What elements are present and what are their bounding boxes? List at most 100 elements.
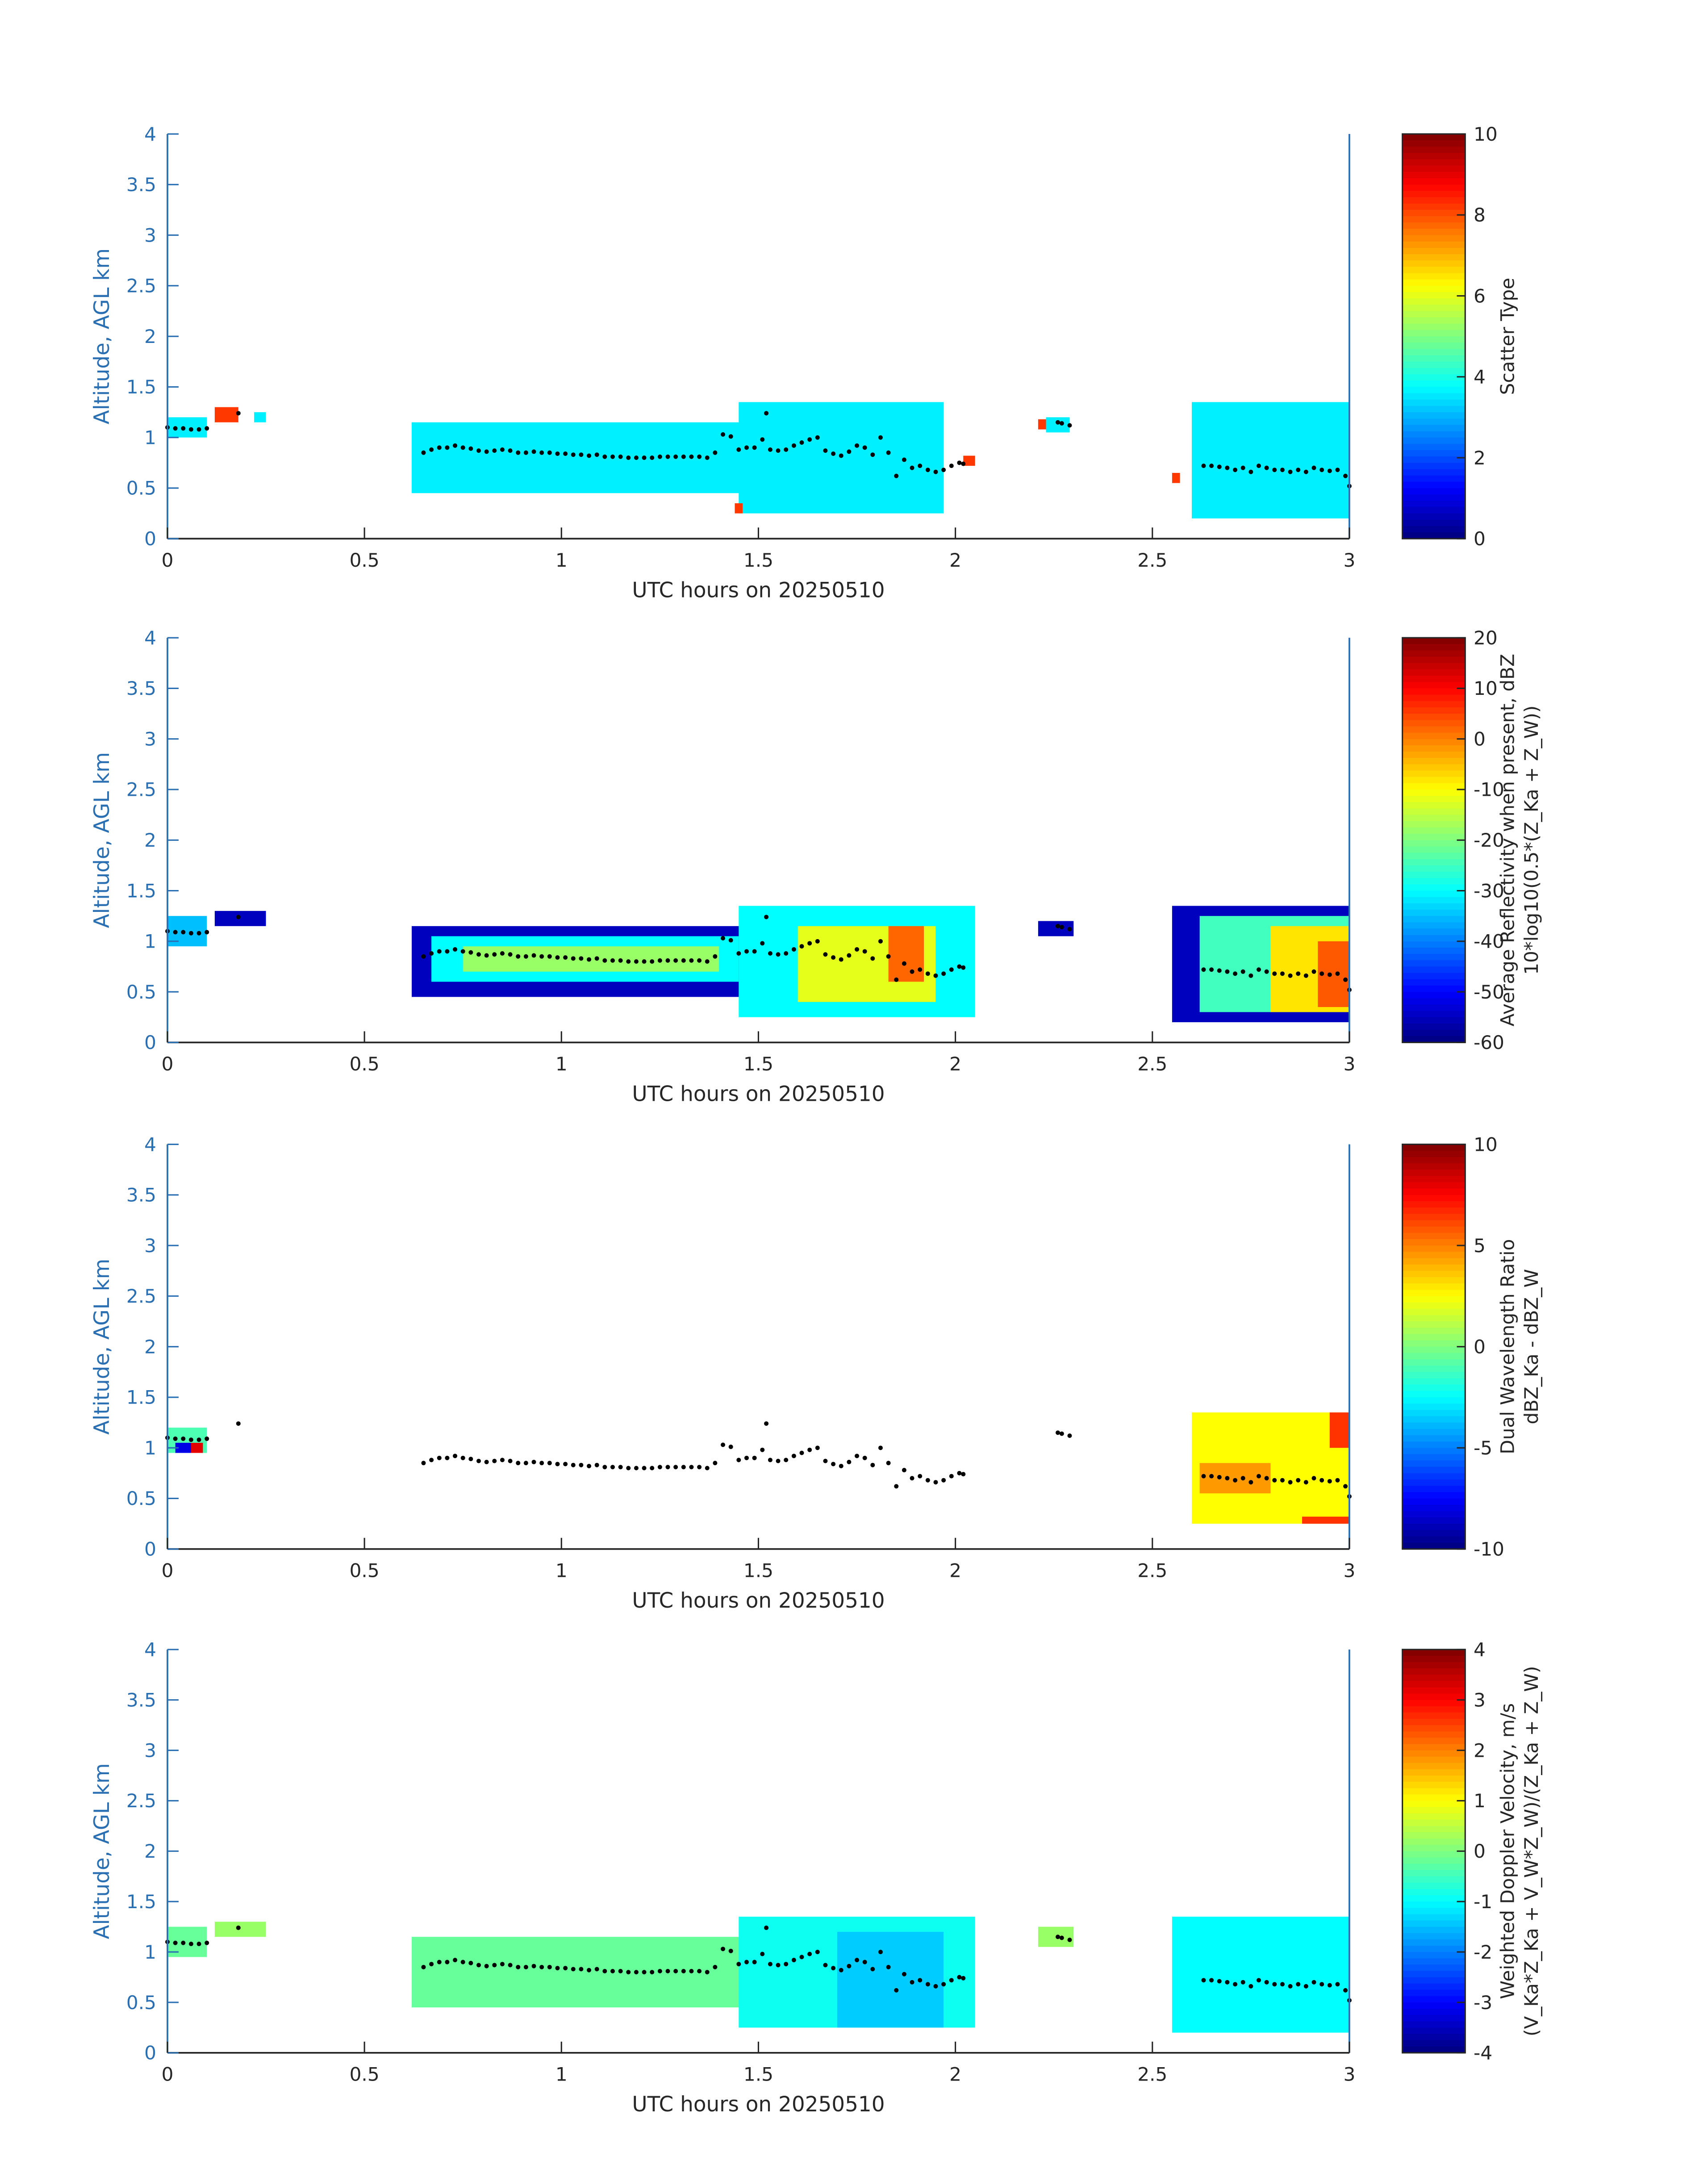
overlay-point bbox=[563, 451, 568, 456]
x-tick-label: 2 bbox=[949, 1053, 961, 1075]
heatmap-cells bbox=[167, 402, 1349, 518]
colorbar-segment bbox=[1402, 2027, 1466, 2035]
colorbar-segment bbox=[1402, 178, 1466, 185]
y-tick-label: 4 bbox=[144, 627, 156, 649]
panel-3: 0 0.5 1 1.5 2 2.5 3 3.5 4 0 0.5 1 1.5 2 2.5 3 UTC hours … bbox=[90, 1133, 1542, 1613]
colorbar-segment bbox=[1402, 758, 1466, 765]
overlay-point bbox=[1233, 1982, 1238, 1987]
colorbar-segment bbox=[1402, 1372, 1466, 1379]
overlay-point bbox=[508, 448, 513, 453]
colorbar-segment bbox=[1402, 808, 1466, 815]
x-tick-label: 0 bbox=[162, 2063, 174, 2085]
colorbar-segment bbox=[1402, 292, 1466, 299]
overlay-point bbox=[642, 959, 647, 964]
overlay-point bbox=[555, 955, 560, 960]
overlay-point bbox=[634, 1970, 639, 1975]
overlay-point bbox=[421, 450, 426, 455]
overlay-point bbox=[705, 1466, 710, 1471]
overlay-point bbox=[429, 1458, 434, 1462]
colorbar-segment bbox=[1402, 669, 1466, 676]
colorbar-segment bbox=[1402, 513, 1466, 520]
x-tick-label: 0.5 bbox=[350, 549, 380, 571]
colorbar-tick-label: -5 bbox=[1474, 1437, 1492, 1459]
overlay-point bbox=[594, 956, 599, 961]
colorbar-segment bbox=[1402, 752, 1466, 758]
colorbar-segment bbox=[1402, 1429, 1466, 1436]
colorbar-segment bbox=[1402, 1926, 1466, 1934]
overlay-point bbox=[784, 1962, 789, 1967]
overlay-point bbox=[689, 1968, 694, 1973]
overlay-point bbox=[602, 958, 607, 963]
overlay-point bbox=[957, 1471, 962, 1475]
colorbar-segment bbox=[1402, 1725, 1466, 1732]
colorbar-segment bbox=[1402, 1422, 1466, 1429]
heatmap-cell bbox=[1191, 402, 1349, 518]
overlay-point bbox=[445, 445, 450, 450]
x-tick-label: 1 bbox=[555, 2063, 568, 2085]
overlay-point bbox=[1240, 465, 1245, 470]
overlay-point bbox=[862, 949, 867, 954]
colorbar-segment bbox=[1402, 481, 1466, 489]
colorbar-segment bbox=[1402, 1649, 1466, 1656]
x-tick-label: 3 bbox=[1343, 549, 1355, 571]
overlay-point bbox=[799, 440, 804, 445]
heatmap-cell bbox=[888, 926, 924, 982]
overlay-point bbox=[539, 1461, 544, 1466]
colorbar-segment bbox=[1402, 1750, 1466, 1757]
colorbar-segment bbox=[1402, 1036, 1466, 1043]
overlay-point bbox=[768, 1962, 773, 1967]
overlay-point bbox=[555, 1462, 560, 1467]
overlay-point bbox=[492, 1963, 497, 1968]
overlay-point bbox=[713, 450, 718, 455]
overlay-point bbox=[1256, 464, 1261, 468]
colorbar-segment bbox=[1402, 745, 1466, 752]
colorbar-segment bbox=[1402, 191, 1466, 198]
overlay-point bbox=[752, 949, 757, 954]
colorbar-segment bbox=[1402, 789, 1466, 796]
x-tick-label: 1.5 bbox=[743, 1559, 773, 1581]
colorbar-segment bbox=[1402, 165, 1466, 172]
overlay-point bbox=[173, 426, 178, 431]
overlay-point bbox=[587, 1463, 592, 1468]
colorbar-segment bbox=[1402, 1882, 1466, 1889]
y-tick-label: 1.5 bbox=[126, 880, 156, 902]
overlay-point bbox=[847, 1459, 852, 1464]
colorbar-segment bbox=[1402, 1971, 1466, 1978]
overlay-point bbox=[807, 1951, 812, 1956]
overlay-point bbox=[886, 450, 891, 455]
colorbar-segment bbox=[1402, 998, 1466, 1005]
colorbar-tick-label: -40 bbox=[1474, 931, 1504, 953]
overlay-point bbox=[1256, 1474, 1261, 1479]
overlay-point bbox=[205, 930, 209, 935]
overlay-point bbox=[547, 450, 552, 455]
overlay-point bbox=[626, 455, 631, 460]
colorbar-segment bbox=[1402, 1157, 1466, 1164]
x-tick-label: 3 bbox=[1343, 1559, 1355, 1581]
colorbar-segment bbox=[1402, 707, 1466, 714]
overlay-point bbox=[500, 447, 505, 452]
colorbar-segment bbox=[1402, 1655, 1466, 1663]
overlay-point bbox=[815, 1446, 820, 1450]
x-axis-label: UTC hours on 20250510 bbox=[632, 1588, 885, 1613]
overlay-point bbox=[815, 1950, 820, 1955]
overlay-point bbox=[1264, 1980, 1269, 1985]
x-tick-label: 0 bbox=[162, 549, 174, 571]
overlay-point bbox=[188, 931, 193, 936]
overlay-point bbox=[831, 1966, 836, 1971]
heatmap-cell bbox=[1046, 417, 1070, 433]
overlay-point bbox=[188, 427, 193, 432]
overlay-point bbox=[1055, 1430, 1060, 1435]
y-tick-label: 1 bbox=[144, 1437, 156, 1459]
colorbar-segment bbox=[1402, 1675, 1466, 1681]
overlay-point bbox=[563, 1966, 568, 1971]
colorbar-segment bbox=[1402, 380, 1466, 388]
colorbar-segment bbox=[1402, 821, 1466, 828]
overlay-point bbox=[776, 1963, 781, 1968]
panel-2: 0 0.5 1 1.5 2 2.5 3 3.5 4 0 0.5 1 1.5 2 2.5 3 UTC hours … bbox=[90, 627, 1542, 1107]
colorbar-segment bbox=[1402, 872, 1466, 878]
colorbar-segment bbox=[1402, 916, 1466, 923]
colorbar-segment bbox=[1402, 701, 1466, 708]
overlay-point bbox=[1059, 1935, 1064, 1940]
colorbar-segment bbox=[1402, 254, 1466, 261]
overlay-point bbox=[870, 1462, 875, 1467]
